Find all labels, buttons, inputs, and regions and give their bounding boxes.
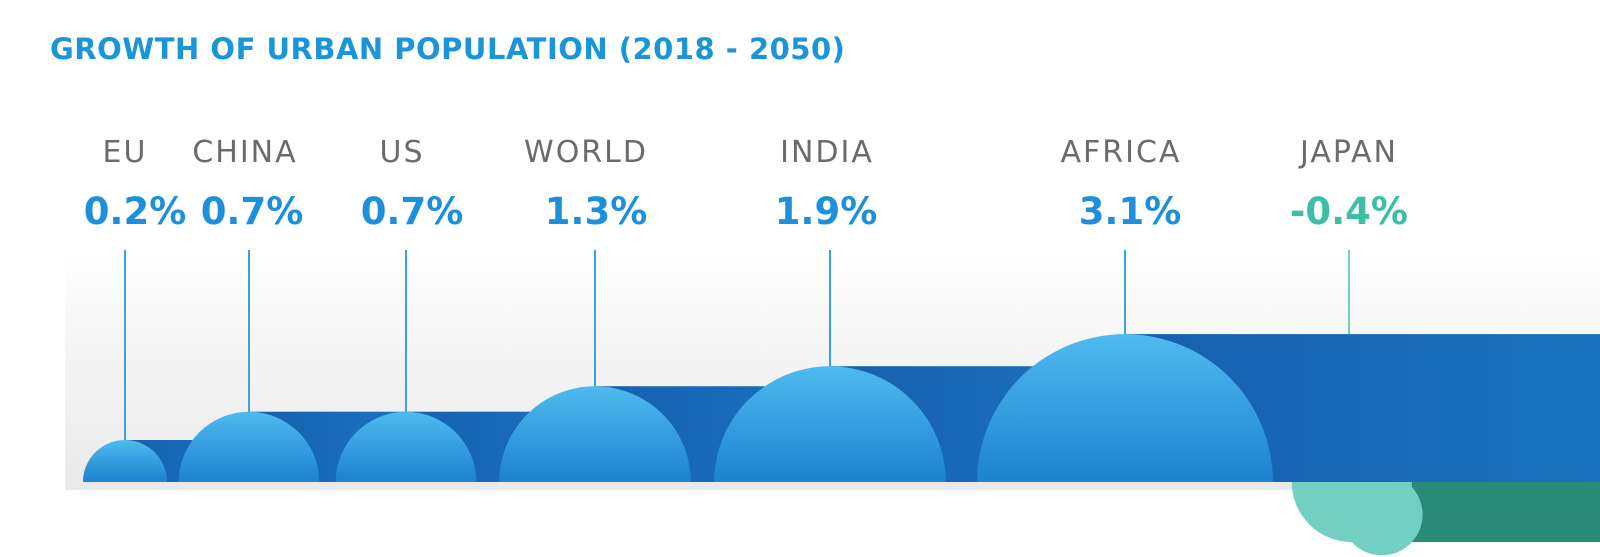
category-label-china: CHINA [192,135,297,170]
negative-layer [1291,482,1600,556]
leader-lines [124,250,1350,440]
dome-china [178,411,320,482]
dome-india [714,366,946,482]
value-label-us: 0.7% [361,190,464,233]
category-label-africa: AFRICA [1061,135,1182,170]
dome-us [335,411,477,482]
value-label-world: 1.3% [545,190,648,233]
dome-eu [83,440,167,482]
value-label-eu: 0.2% [84,190,187,233]
chart-title: GROWTH OF URBAN POPULATION (2018 - 2050) [50,32,846,66]
dome-africa [977,334,1273,482]
category-label-eu: EU [103,135,148,170]
value-label-china: 0.7% [201,190,304,233]
category-label-japan: JAPAN [1298,135,1398,170]
value-label-india: 1.9% [775,190,878,233]
category-label-india: INDIA [780,135,874,170]
value-label-japan: -0.4% [1290,190,1408,233]
labels: EU 0.2%CHINA 0.7% US 0.7% WORLD 1.3% INDIA 1.9% A… [84,135,1408,233]
category-label-us: US [379,135,424,170]
value-label-africa: 3.1% [1079,190,1182,233]
bar-layer [83,334,1600,482]
dome-world [499,386,691,482]
bowl-japan [1291,482,1423,556]
category-label-world: WORLD [524,135,648,170]
